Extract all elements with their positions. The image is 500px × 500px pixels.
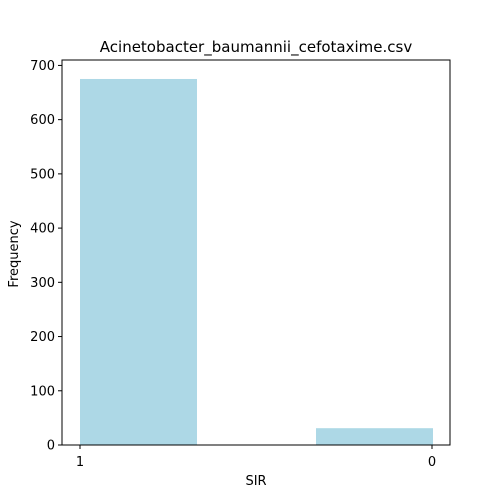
bar-1 bbox=[80, 78, 197, 445]
y-axis-label: Frequency bbox=[7, 220, 22, 287]
axes-layer bbox=[61, 59, 451, 446]
y-axis-ticks: 0 100 200 300 400 500 600 700 bbox=[30, 59, 62, 454]
y-tick-label: 0 bbox=[47, 439, 55, 454]
x-axis-label: SIR bbox=[245, 474, 266, 489]
y-tick-label: 400 bbox=[30, 222, 55, 237]
bar-0 bbox=[316, 428, 433, 445]
chart-title: Acinetobacter_baumannii_cefotaxime.csv bbox=[100, 38, 413, 57]
plot-frame bbox=[61, 59, 451, 446]
y-tick-label: 600 bbox=[30, 113, 55, 128]
y-tick-label: 200 bbox=[30, 330, 55, 345]
x-tick-label: 0 bbox=[428, 455, 436, 470]
bars-layer bbox=[80, 78, 433, 445]
y-tick-label: 100 bbox=[30, 384, 55, 399]
y-tick-label: 300 bbox=[30, 276, 55, 291]
y-tick-label: 500 bbox=[30, 167, 55, 182]
x-tick-label: 1 bbox=[76, 455, 84, 470]
y-tick-label: 700 bbox=[30, 59, 55, 74]
